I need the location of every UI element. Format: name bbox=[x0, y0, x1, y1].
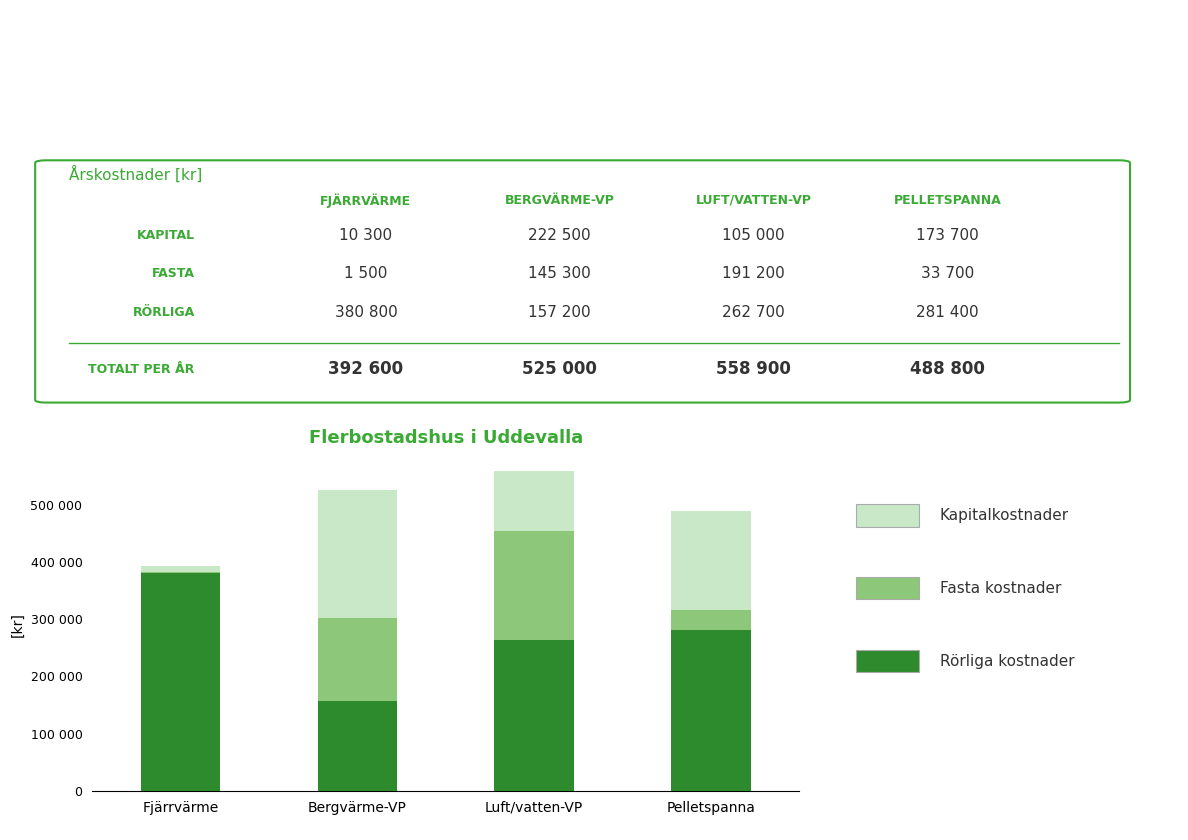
Text: 262 700: 262 700 bbox=[722, 305, 785, 320]
Text: LUFT/VATTEN-VP: LUFT/VATTEN-VP bbox=[696, 194, 811, 207]
Text: 157 200: 157 200 bbox=[529, 305, 592, 320]
Text: 33 700: 33 700 bbox=[921, 266, 974, 281]
Text: FASTA: FASTA bbox=[152, 267, 195, 281]
Text: RÖRLIGA: RÖRLIGA bbox=[133, 306, 195, 319]
Text: 222 500: 222 500 bbox=[529, 228, 592, 243]
Text: Årskostnader [kr]: Årskostnader [kr] bbox=[69, 165, 203, 182]
Text: Fasta kostnader: Fasta kostnader bbox=[940, 580, 1061, 596]
Text: Rörliga kostnader: Rörliga kostnader bbox=[940, 654, 1074, 669]
Text: KAPITAL: KAPITAL bbox=[137, 228, 195, 242]
Text: 488 800: 488 800 bbox=[910, 360, 985, 378]
Text: Kapitalkostnader: Kapitalkostnader bbox=[940, 508, 1069, 522]
FancyBboxPatch shape bbox=[36, 160, 1130, 402]
Text: 10 300: 10 300 bbox=[340, 228, 392, 243]
Text: 173 700: 173 700 bbox=[916, 228, 979, 243]
Text: 191 200: 191 200 bbox=[722, 266, 785, 281]
Text: 558 900: 558 900 bbox=[716, 360, 791, 378]
Text: PELLETSPANNA: PELLETSPANNA bbox=[893, 194, 1001, 207]
Text: TOTALT PER ÅR: TOTALT PER ÅR bbox=[88, 363, 195, 375]
Text: 392 600: 392 600 bbox=[328, 360, 404, 378]
FancyBboxPatch shape bbox=[857, 504, 920, 527]
Text: Resultat Värmeräknaren för Uddevalla: Resultat Värmeräknaren för Uddevalla bbox=[202, 61, 986, 95]
FancyBboxPatch shape bbox=[857, 650, 920, 672]
Text: 525 000: 525 000 bbox=[523, 360, 598, 378]
Text: Flerbostadshus i Uddevalla: Flerbostadshus i Uddevalla bbox=[309, 428, 583, 447]
Text: 380 800: 380 800 bbox=[335, 305, 397, 320]
Text: FJÄRRVÄRME: FJÄRRVÄRME bbox=[321, 194, 411, 208]
Text: 281 400: 281 400 bbox=[916, 305, 979, 320]
Text: 1 500: 1 500 bbox=[345, 266, 387, 281]
FancyBboxPatch shape bbox=[857, 577, 920, 600]
Text: 105 000: 105 000 bbox=[722, 228, 785, 243]
Text: BERGVÄRME-VP: BERGVÄRME-VP bbox=[505, 194, 614, 207]
Text: 145 300: 145 300 bbox=[529, 266, 592, 281]
